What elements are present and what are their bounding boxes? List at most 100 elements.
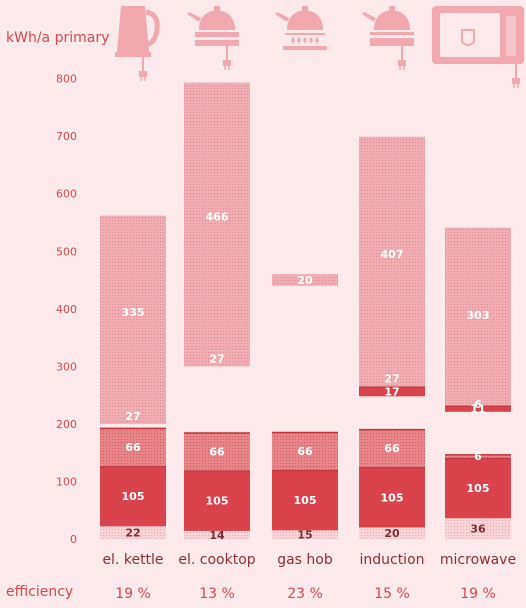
y-tick-label: 200 xyxy=(56,418,77,431)
appliance-name: induction xyxy=(359,552,424,568)
segment-value-label: 105 xyxy=(206,495,229,508)
bar-segment xyxy=(100,526,166,539)
segment-value-label: 105 xyxy=(467,482,490,495)
bar-segment xyxy=(100,427,166,466)
segment-value-label: 36 xyxy=(470,523,486,536)
segment-value-label: 335 xyxy=(122,306,145,319)
appliance-name: microwave xyxy=(440,552,516,568)
pot-body xyxy=(374,10,410,30)
y-tick-label: 100 xyxy=(56,475,77,488)
bar-segment xyxy=(184,350,250,367)
bar-segment xyxy=(359,429,425,468)
y-tick-label: 700 xyxy=(56,130,77,143)
segment-value-label: 105 xyxy=(381,491,404,504)
segment-value-label: 303 xyxy=(467,309,490,322)
kettle-base xyxy=(115,52,151,57)
bar-segment xyxy=(100,408,166,424)
kettle-icon xyxy=(115,6,160,81)
pot-spout xyxy=(275,12,289,22)
bar-segment xyxy=(359,386,425,397)
bar-segment xyxy=(445,405,511,412)
plug xyxy=(398,60,406,66)
bar-segment xyxy=(272,431,338,470)
segment-value-label: 15 xyxy=(297,529,312,542)
segment-value-label: 66 xyxy=(297,445,313,458)
segment-value-label: 27 xyxy=(209,353,224,366)
flame xyxy=(303,37,307,44)
efficiency-value: 13 % xyxy=(199,586,235,602)
induction-pot-icon xyxy=(362,6,414,70)
bar-segment xyxy=(184,470,250,531)
kettle-handle xyxy=(145,9,160,47)
segment-value-label: 20 xyxy=(297,274,313,287)
flame xyxy=(291,37,295,44)
y-tick-label: 500 xyxy=(56,245,77,258)
glass-top xyxy=(370,32,414,35)
bar-segment xyxy=(445,518,511,539)
bar-segment xyxy=(445,402,511,406)
plug xyxy=(139,71,147,77)
control-panel xyxy=(506,16,516,56)
flame xyxy=(297,37,301,44)
segment-value-label: 27 xyxy=(125,410,140,423)
bar-segment xyxy=(100,215,166,409)
efficiency-value: 23 % xyxy=(287,586,323,602)
appliance-name: el. kettle xyxy=(102,552,163,568)
bar-segment xyxy=(272,469,338,531)
hob-base xyxy=(195,40,239,46)
segment-value-label: 22 xyxy=(125,527,140,540)
pot-spout xyxy=(187,12,201,22)
bar-segment xyxy=(359,527,425,539)
microwave-cup xyxy=(461,29,475,46)
y-tick-label: 800 xyxy=(56,73,77,86)
microwave-door xyxy=(440,13,500,57)
segment-value-label: 17 xyxy=(384,385,399,398)
bar-segment xyxy=(184,82,250,351)
hob-base xyxy=(370,38,414,46)
pot-knob xyxy=(389,6,395,11)
bar-segment xyxy=(184,530,250,539)
segment-value-label: 466 xyxy=(206,211,229,224)
plug xyxy=(223,60,231,66)
pot-body xyxy=(199,10,235,30)
y-tick-label: 0 xyxy=(70,533,77,546)
bar-segment xyxy=(445,454,511,458)
appliance-name: gas hob xyxy=(277,552,333,568)
flame xyxy=(309,37,313,44)
segment-value-label: 11 xyxy=(470,403,485,416)
segment-value-label: 407 xyxy=(381,248,404,261)
segment-value-label: 66 xyxy=(384,442,400,455)
efficiency-row-label: efficiency xyxy=(6,584,74,600)
y-axis-unit-label: kWh/a primary xyxy=(6,30,110,46)
segment-value-label: 66 xyxy=(209,446,225,459)
segment-value-label: 20 xyxy=(384,527,400,540)
bar-segment xyxy=(272,274,338,286)
bar-segment xyxy=(184,432,250,471)
bar-segment xyxy=(272,530,338,539)
pot-spout xyxy=(362,12,376,22)
segment-value-label: 14 xyxy=(209,529,225,542)
appliance-name: el. cooktop xyxy=(178,552,255,568)
segment-value-label: 6 xyxy=(474,398,482,411)
efficiency-value: 19 % xyxy=(460,586,496,602)
y-tick-label: 400 xyxy=(56,303,77,316)
bar-segment xyxy=(445,457,511,519)
bar-segment xyxy=(100,465,166,527)
pot-body xyxy=(287,10,323,30)
gas-hob-pot-icon xyxy=(275,6,327,50)
bar-segment xyxy=(359,467,425,528)
efficiency-value: 15 % xyxy=(374,586,410,602)
efficiency-value: 19 % xyxy=(115,586,151,602)
pot-knob xyxy=(302,6,308,11)
y-tick-label: 300 xyxy=(56,360,77,373)
segment-value-label: 105 xyxy=(122,490,145,503)
segment-value-label: 6 xyxy=(474,450,482,463)
segment-value-label: 66 xyxy=(125,441,141,454)
bar-segment xyxy=(445,227,511,403)
flame xyxy=(315,37,319,44)
pot-knob xyxy=(214,6,220,11)
bar-segment xyxy=(359,136,425,371)
hob-base xyxy=(283,46,327,50)
segment-value-label: 105 xyxy=(294,494,317,507)
